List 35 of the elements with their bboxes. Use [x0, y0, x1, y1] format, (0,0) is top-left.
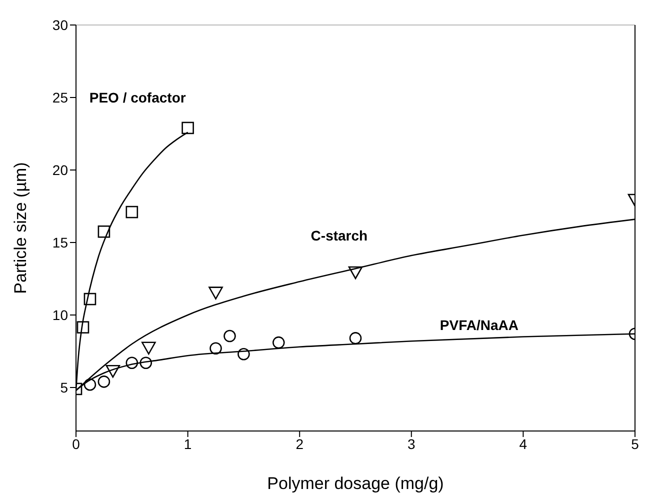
point — [84, 378, 96, 391]
point — [76, 321, 90, 334]
x-tick-label: 1 — [184, 436, 192, 452]
point — [140, 356, 152, 369]
x-tick-label: 4 — [519, 436, 528, 452]
point — [106, 364, 120, 378]
point — [224, 330, 236, 342]
point — [272, 336, 285, 349]
y-tick-label: 30 — [52, 16, 68, 33]
y-tick-label: 5 — [60, 379, 68, 396]
point — [142, 342, 156, 355]
x-tick-label: 5 — [631, 436, 640, 452]
point — [348, 266, 363, 280]
x-tick-label: 2 — [296, 436, 304, 452]
point — [126, 356, 138, 369]
point — [349, 332, 362, 344]
y-tick-label: 15 — [52, 234, 68, 250]
annotation: PEO / cofactor — [89, 89, 186, 106]
annotation: C-starch — [310, 228, 368, 244]
point — [126, 206, 138, 218]
point — [98, 376, 110, 388]
x-axis-title: Polymer dosage (mg/g) — [267, 474, 444, 493]
annotation: PVFA/NaAA — [440, 317, 518, 334]
point — [208, 286, 223, 300]
point — [182, 122, 194, 134]
x-tick-label: 3 — [408, 436, 416, 452]
point — [238, 348, 250, 360]
point — [210, 342, 222, 354]
y-tick-label: 20 — [52, 162, 68, 178]
point — [98, 225, 110, 238]
y-tick-label: 10 — [52, 306, 68, 323]
x-tick-label: 0 — [72, 436, 80, 452]
y-axis-title: Particle size (µm) — [11, 162, 30, 294]
point — [84, 292, 96, 306]
y-tick-label: 25 — [52, 89, 68, 106]
